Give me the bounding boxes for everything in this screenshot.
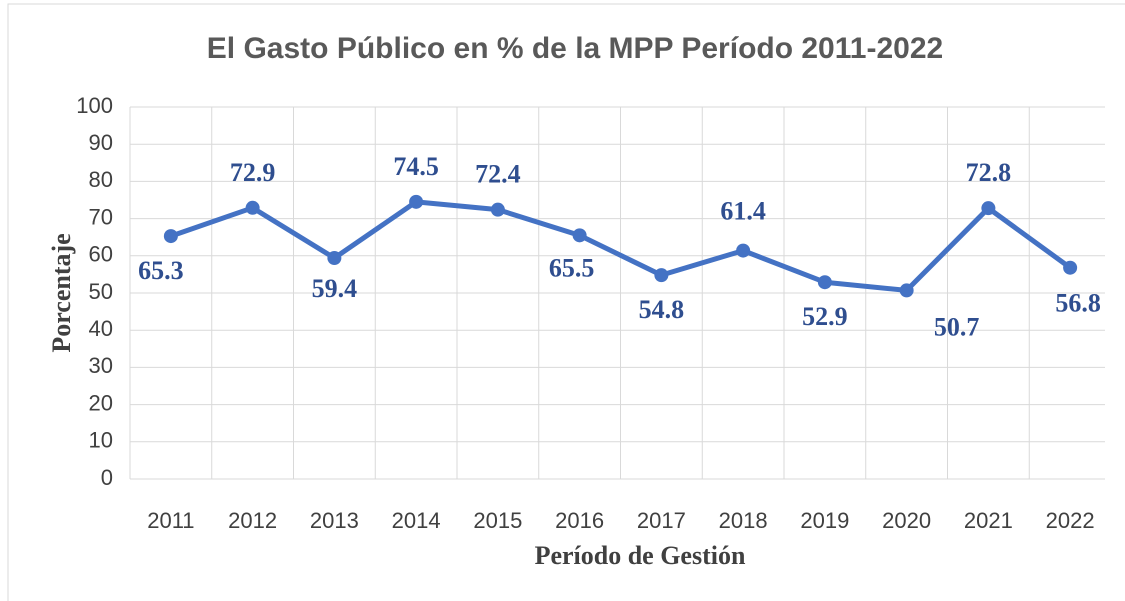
data-label: 54.8 [639, 295, 685, 324]
y-tick-label: 50 [89, 279, 113, 304]
point [327, 251, 342, 266]
y-tick-label: 80 [89, 167, 113, 192]
chart-frame [7, 3, 1125, 601]
y-axis-label: Porcentaje [47, 233, 76, 352]
point [817, 275, 832, 290]
point [899, 283, 914, 298]
y-tick-label: 40 [89, 316, 113, 341]
x-tick-label: 2018 [719, 508, 768, 533]
x-tick-label: 2014 [392, 508, 441, 533]
y-tick-label: 60 [89, 242, 113, 267]
x-tick-label: 2020 [882, 508, 931, 533]
point [654, 268, 669, 283]
point [736, 243, 751, 258]
x-tick-label: 2012 [228, 508, 277, 533]
point [163, 229, 178, 244]
x-tick-label: 2013 [310, 508, 359, 533]
y-tick-label: 20 [89, 390, 113, 415]
y-tick-label: 0 [101, 465, 113, 490]
x-tick-label: 2019 [800, 508, 849, 533]
x-axis-label: Período de Gestión [535, 541, 746, 570]
data-label: 52.9 [802, 302, 848, 331]
data-label: 59.4 [312, 274, 358, 303]
point [981, 201, 996, 216]
data-label: 65.3 [138, 256, 184, 285]
chart-title: El Gasto Público en % de la MPP Período … [207, 32, 943, 65]
y-tick-label: 100 [76, 93, 113, 118]
y-tick-label: 30 [89, 353, 113, 378]
data-label: 72.9 [230, 158, 276, 187]
x-tick-label: 2017 [637, 508, 686, 533]
point [1063, 260, 1078, 275]
line-series [170, 199, 1072, 293]
data-label: 61.4 [720, 197, 766, 226]
x-tick-label: 2016 [555, 508, 604, 533]
point [245, 200, 260, 215]
data-label: 74.5 [393, 152, 439, 181]
data-label: 72.4 [475, 160, 521, 189]
x-tick-label: 2021 [964, 508, 1013, 533]
x-tick-label: 2022 [1046, 508, 1095, 533]
point [572, 228, 587, 243]
x-tick-label: 2015 [473, 508, 522, 533]
data-label: 65.5 [549, 253, 595, 282]
y-tick-label: 10 [89, 428, 113, 453]
data-label: 72.8 [966, 158, 1012, 187]
point [409, 194, 424, 209]
y-tick-label: 90 [89, 130, 113, 155]
data-label: 50.7 [934, 312, 980, 341]
data-label: 56.8 [1055, 289, 1101, 318]
y-tick-label: 70 [89, 204, 113, 229]
point [490, 202, 505, 217]
x-tick-label: 2011 [147, 508, 194, 533]
